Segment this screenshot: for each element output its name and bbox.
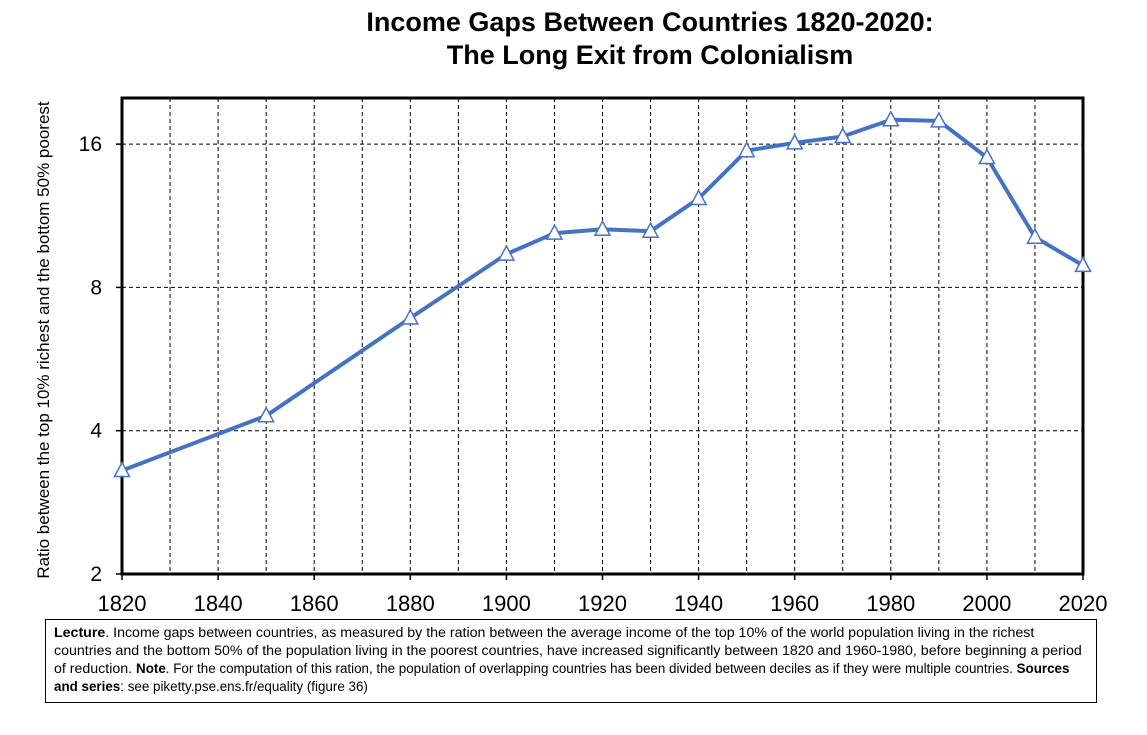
x-tick-label: 2000 — [962, 591, 1011, 616]
data-point-marker — [833, 126, 852, 144]
y-tick-layer: 2 4 8 16 — [79, 133, 122, 586]
x-tick-label: 1920 — [578, 591, 627, 616]
y-tick-label: 16 — [79, 133, 102, 156]
chart-title-line-2: The Long Exit from Colonialism — [446, 40, 854, 70]
lecture-text: . Income gaps between countries, as meas… — [54, 625, 1082, 677]
note-text: . For the computation of this ration, th… — [165, 661, 1017, 676]
line-chart: 2 4 8 16 1820 1840 1860 1880 1900 1920 1940 1960 19… — [79, 96, 1108, 616]
x-tick-label: 1820 — [98, 591, 147, 616]
y-tick-label: 8 — [90, 276, 102, 299]
sources-label: Sources and series — [54, 661, 1070, 694]
x-tick-label: 1840 — [194, 591, 243, 616]
data-point-marker — [1074, 255, 1092, 273]
data-point-marker — [785, 133, 804, 150]
x-tick-label: 2020 — [1059, 591, 1108, 616]
data-point-marker — [1026, 227, 1044, 244]
data-point-marker — [497, 244, 516, 261]
x-tick-label: 1860 — [290, 591, 339, 616]
series-line — [121, 117, 1085, 473]
y-tick-label: 4 — [90, 420, 102, 443]
x-tick-label: 1940 — [674, 591, 723, 616]
data-point-marker — [689, 188, 708, 206]
data-point-marker — [593, 219, 612, 236]
x-tick-layer: 1820 1840 1860 1880 1900 1920 1940 1960 1980 2000… — [98, 574, 1108, 616]
data-point-marker — [882, 110, 900, 127]
data-point-marker — [737, 141, 756, 158]
data-point-marker — [545, 223, 564, 240]
caption-note-box: Lecture. Income gaps between countries, … — [45, 619, 1097, 703]
data-point-marker — [257, 406, 275, 423]
data-point-marker — [978, 147, 996, 165]
grid-layer — [122, 98, 1083, 574]
data-point-marker — [641, 221, 660, 238]
note-label: Note — [136, 661, 166, 676]
x-tick-label: 1980 — [866, 591, 915, 616]
data-point-marker — [113, 460, 131, 478]
x-tick-label: 1880 — [386, 591, 435, 616]
x-tick-label: 1960 — [770, 591, 819, 616]
chart-title: Income Gaps Between Countries 1820-2020:… — [160, 6, 1140, 72]
data-point-marker — [930, 111, 948, 128]
chart-title-line-1: Income Gaps Between Countries 1820-2020: — [366, 7, 934, 37]
sources-text: : see piketty.pse.ens.fr/equality (figur… — [120, 679, 368, 694]
x-tick-label: 1900 — [482, 591, 531, 616]
y-tick-label: 2 — [90, 563, 102, 586]
data-point-marker — [401, 308, 420, 325]
series-layer — [113, 110, 1092, 478]
lecture-label: Lecture — [54, 625, 106, 641]
